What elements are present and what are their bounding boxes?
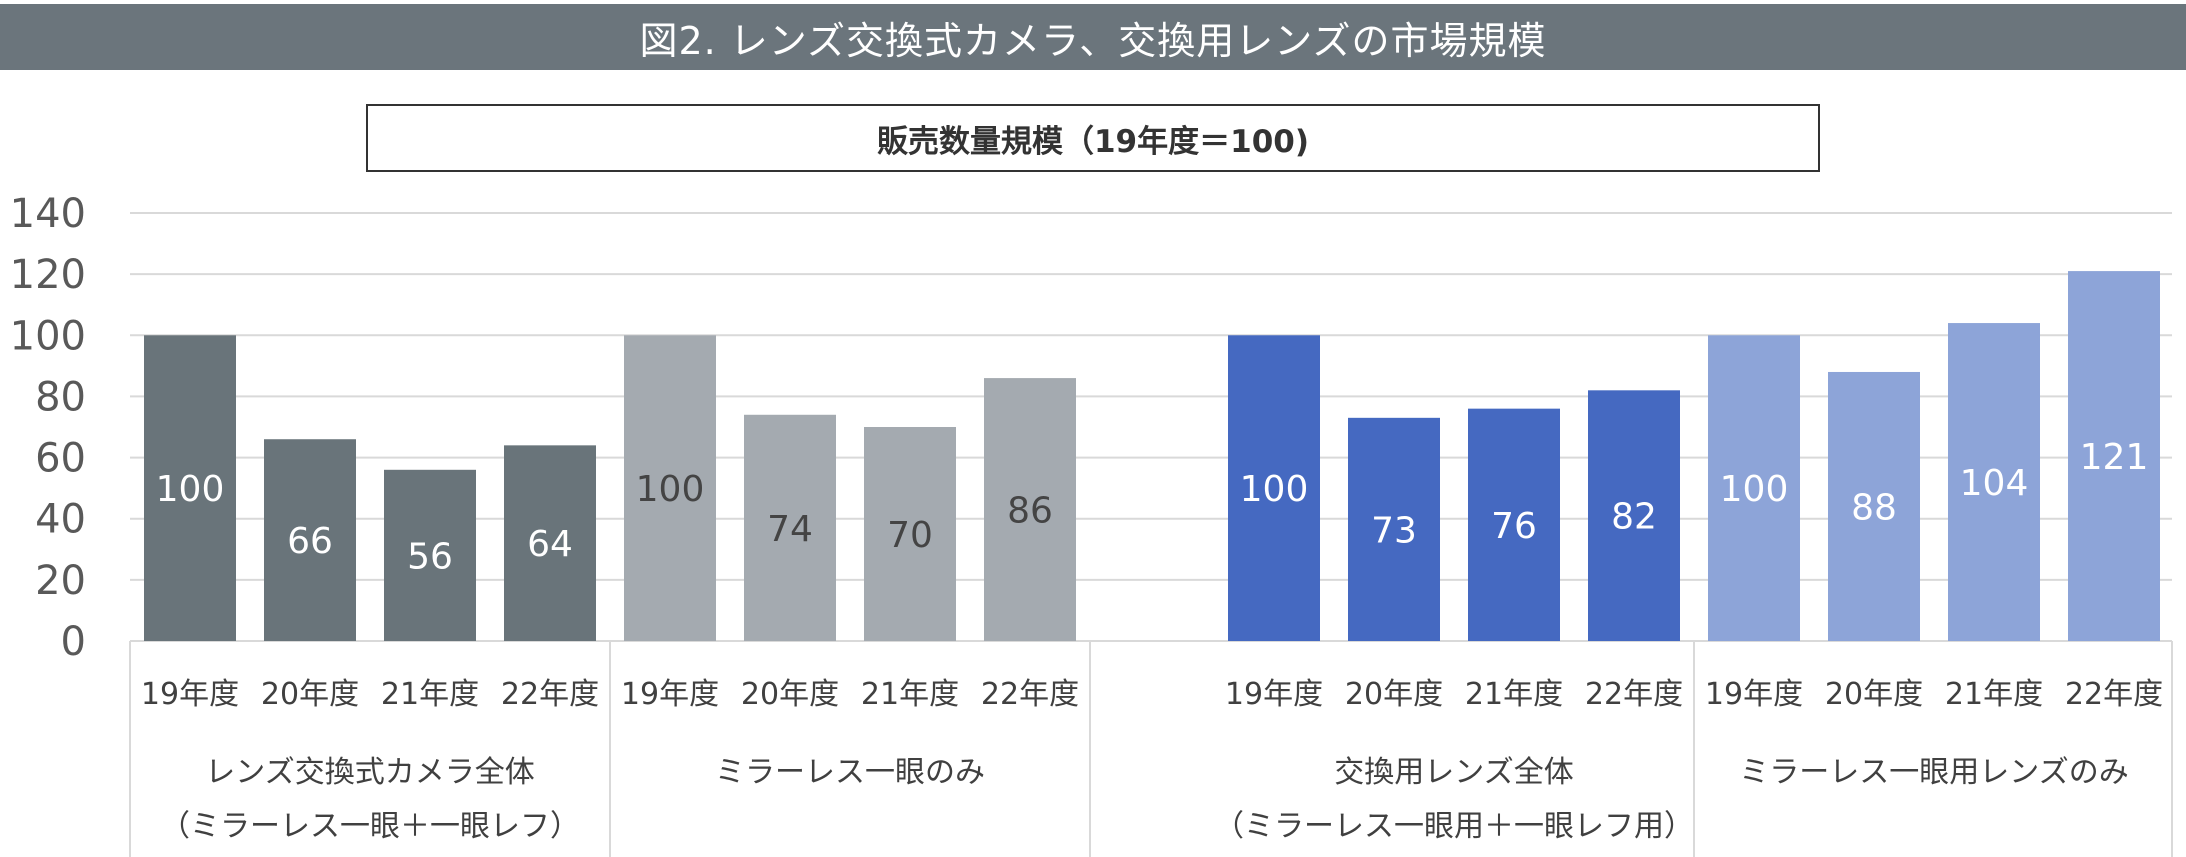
bar	[1948, 323, 2040, 641]
data-label: 56	[407, 536, 453, 577]
bar	[744, 414, 836, 641]
group-label: （ミラーレス一眼用＋一眼レフ用）	[1214, 809, 1694, 844]
chart-subtitle: 販売数量規模（19年度＝100)	[366, 104, 1820, 172]
x-tick-label: 20年度	[741, 677, 839, 712]
data-label: 100	[1720, 469, 1789, 510]
x-tick-label: 21年度	[1465, 677, 1563, 712]
data-label: 100	[156, 469, 225, 510]
data-label: 73	[1371, 510, 1417, 551]
bar	[1468, 408, 1560, 641]
group-label: （ミラーレス一眼＋一眼レフ）	[160, 809, 580, 844]
x-tick-label: 20年度	[261, 677, 359, 712]
data-label: 70	[887, 515, 933, 556]
x-tick-label: 22年度	[1585, 677, 1683, 712]
data-label: 88	[1851, 487, 1897, 528]
data-label: 82	[1611, 497, 1657, 538]
data-label: 66	[287, 521, 333, 562]
x-tick-label: 22年度	[501, 677, 599, 712]
group-label: ミラーレス一眼のみ	[715, 755, 985, 790]
data-label: 86	[1007, 491, 1053, 532]
bar	[1348, 417, 1440, 641]
data-label: 76	[1491, 506, 1537, 547]
bar	[504, 445, 596, 641]
data-label: 100	[636, 469, 705, 510]
x-tick-label: 19年度	[1705, 677, 1803, 712]
y-tick-label: 100	[10, 313, 86, 359]
y-tick-label: 80	[35, 374, 86, 420]
data-label: 64	[527, 524, 573, 565]
bar	[384, 469, 476, 641]
y-tick-label: 40	[35, 497, 86, 543]
group-label: レンズ交換式カメラ全体	[205, 755, 534, 790]
x-tick-label: 19年度	[621, 677, 719, 712]
chart-banner-title: 図2. レンズ交換式カメラ、交換用レンズの市場規模	[0, 4, 2186, 70]
x-tick-label: 21年度	[1945, 677, 2043, 712]
bar	[1588, 390, 1680, 641]
y-tick-label: 20	[35, 558, 86, 604]
data-label: 121	[2080, 437, 2149, 478]
data-label: 100	[1240, 469, 1309, 510]
bar	[864, 427, 956, 641]
bar	[264, 439, 356, 641]
y-tick-label: 0	[61, 619, 86, 665]
x-tick-label: 19年度	[141, 677, 239, 712]
y-tick-label: 60	[35, 436, 86, 482]
x-tick-label: 19年度	[1225, 677, 1323, 712]
bar	[1228, 335, 1320, 641]
x-tick-label: 20年度	[1825, 677, 1923, 712]
bar	[1828, 371, 1920, 641]
y-tick-label: 140	[10, 191, 86, 237]
bar	[2068, 271, 2160, 641]
x-tick-label: 22年度	[981, 677, 1079, 712]
x-tick-label: 20年度	[1345, 677, 1443, 712]
bar	[624, 335, 716, 641]
x-tick-label: 21年度	[861, 677, 959, 712]
data-label: 104	[1960, 463, 2029, 504]
x-tick-label: 22年度	[2065, 677, 2163, 712]
group-label: ミラーレス一眼用レンズのみ	[1739, 755, 2128, 790]
x-tick-label: 21年度	[381, 677, 479, 712]
bar	[144, 335, 236, 641]
data-label: 74	[767, 509, 813, 550]
bar	[1708, 335, 1800, 641]
bar	[984, 378, 1076, 641]
group-label: 交換用レンズ全体	[1334, 755, 1573, 790]
y-tick-label: 120	[10, 252, 86, 298]
